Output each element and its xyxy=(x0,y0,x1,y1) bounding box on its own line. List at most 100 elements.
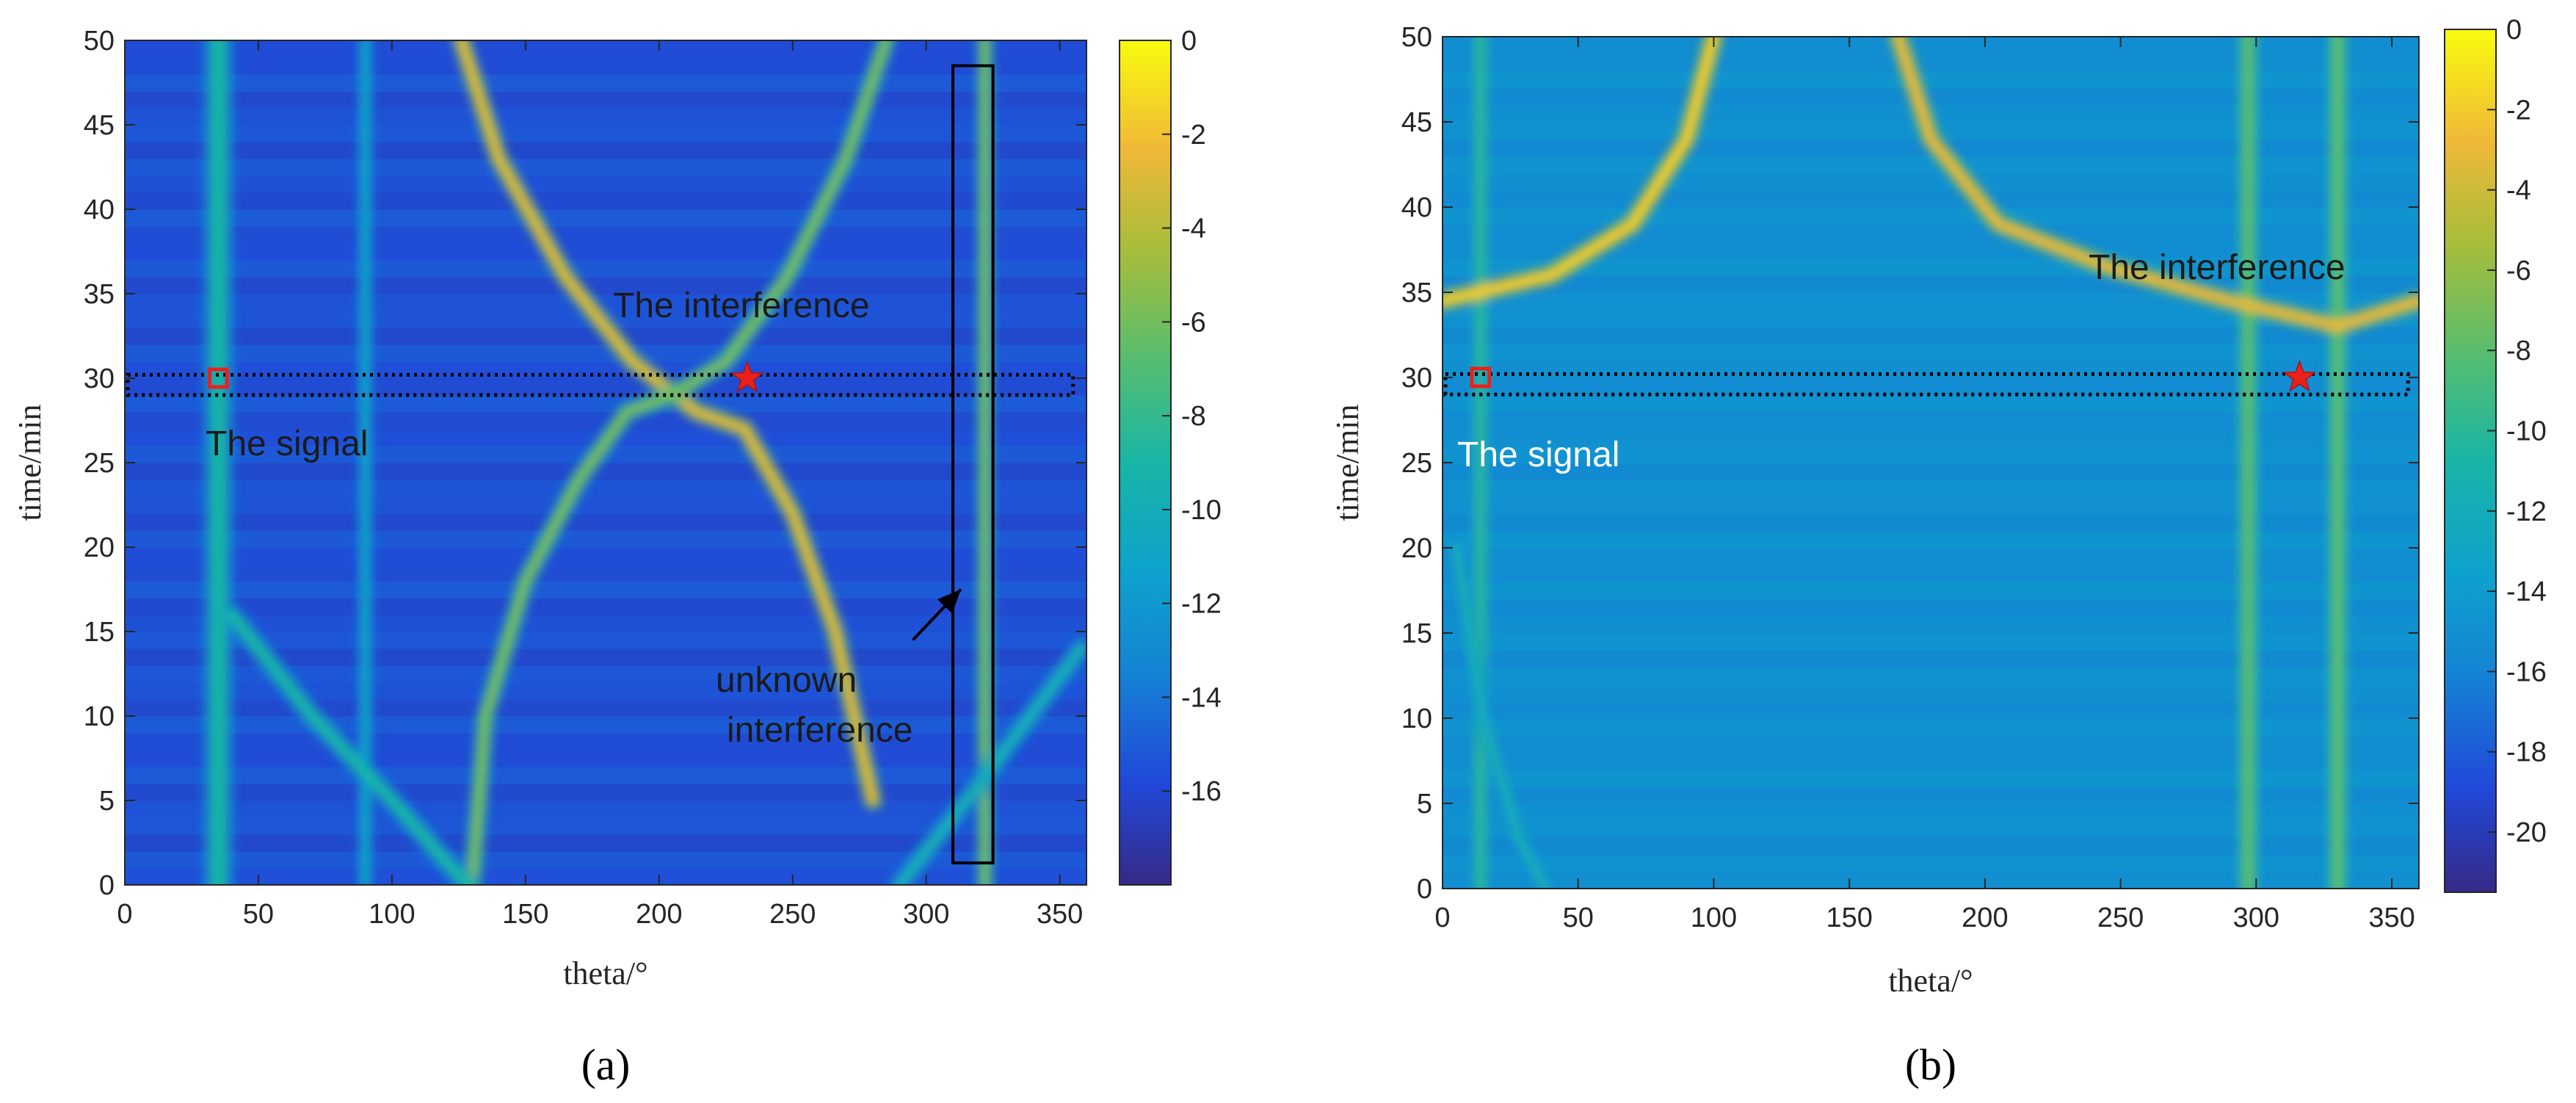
heatmap-band xyxy=(125,277,1086,294)
x-tick-label: 50 xyxy=(243,899,274,930)
heatmap-band xyxy=(125,817,1086,835)
colorbar-tick-label: -2 xyxy=(2506,95,2531,126)
x-tick-label: 300 xyxy=(903,899,949,930)
heatmap-band xyxy=(1443,615,2419,634)
heatmap-band xyxy=(1443,598,2419,617)
y-tick-label: 25 xyxy=(84,448,115,479)
heatmap-band xyxy=(1443,480,2419,498)
heatmap-feature xyxy=(1451,543,1550,889)
heatmap-a xyxy=(125,40,1086,885)
x-tick-label: 150 xyxy=(502,899,548,930)
y-tick-label: 35 xyxy=(1401,278,1432,308)
colorbar-b xyxy=(2444,29,2497,893)
interference-marker xyxy=(730,360,764,393)
selection-band xyxy=(126,372,1075,397)
heatmap-band xyxy=(1443,786,2419,804)
heatmap-band xyxy=(1443,156,2419,174)
y-tick-label: 30 xyxy=(84,364,115,394)
unknown-interference-box xyxy=(951,64,995,865)
panel-label-b: (b) xyxy=(1905,1041,1956,1089)
heatmap-band xyxy=(125,581,1086,598)
y-tick-label: 10 xyxy=(1401,704,1432,734)
x-tick-label: 50 xyxy=(1563,903,1594,933)
heatmap-band xyxy=(1443,582,2419,600)
heatmap-band xyxy=(125,480,1086,497)
heatmap-band xyxy=(125,40,1086,58)
heatmap-band xyxy=(125,615,1086,632)
heatmap-band xyxy=(125,378,1086,396)
heatmap-band xyxy=(1443,684,2419,702)
heatmap-band xyxy=(125,800,1086,818)
heatmap-band xyxy=(1443,718,2419,737)
heatmap-band xyxy=(125,750,1086,767)
x-tick-label: 100 xyxy=(1691,903,1737,933)
heatmap-band xyxy=(125,699,1086,717)
heatmap-band xyxy=(1443,565,2419,583)
colorbar-tick-label: -16 xyxy=(2506,657,2547,687)
y-tick-label: 50 xyxy=(1401,22,1432,53)
y-tick-label: 50 xyxy=(84,26,115,57)
heatmap-band xyxy=(125,767,1086,784)
heatmap-band xyxy=(1443,667,2419,685)
heatmap-band xyxy=(125,547,1086,565)
heatmap-band xyxy=(125,344,1086,362)
colorbar-tick-label: -14 xyxy=(1181,682,1222,713)
heatmap-band xyxy=(125,209,1086,227)
heatmap-band xyxy=(1443,650,2419,668)
colorbar-tick-label: 0 xyxy=(2506,15,2522,46)
y-tick-label: 10 xyxy=(84,701,115,732)
heatmap-band xyxy=(125,496,1086,514)
y-tick-label: 25 xyxy=(1401,448,1432,479)
heatmap-band xyxy=(125,226,1086,244)
xlabel-a: theta/° xyxy=(563,955,647,991)
ylabel-b: time/min xyxy=(1329,405,1365,521)
y-tick-label: 20 xyxy=(1401,533,1432,564)
heatmap-band xyxy=(125,57,1086,75)
colorbar-tick-label: -4 xyxy=(1181,214,1206,245)
heatmap-band xyxy=(1443,837,2419,856)
heatmap-band xyxy=(125,142,1086,159)
heatmap-band xyxy=(1443,735,2419,753)
heatmap-band xyxy=(125,530,1086,548)
heatmap-band xyxy=(1443,37,2419,55)
heatmap-band xyxy=(125,564,1086,582)
heatmap-feature xyxy=(225,609,473,885)
heatmap-band xyxy=(125,648,1086,666)
heatmap-band xyxy=(1443,189,2419,208)
y-tick-label: 15 xyxy=(1401,618,1432,649)
heatmap-band xyxy=(125,733,1086,751)
heatmap-feature xyxy=(893,643,1086,885)
heatmap-band xyxy=(125,260,1086,278)
heatmap-band xyxy=(125,91,1086,109)
heatmap-band xyxy=(125,868,1086,885)
x-tick-label: 350 xyxy=(1037,899,1083,930)
x-tick-label: 200 xyxy=(1962,903,2008,933)
panel-a: 0 50 100 150 200 250 300 350 0 5 10 15 20 25 30 35 40 45 5… xyxy=(12,26,1222,1089)
heatmap-band xyxy=(1443,70,2419,89)
heatmap-band xyxy=(125,74,1086,92)
heatmap-band xyxy=(1443,871,2419,889)
heatmap-band xyxy=(125,716,1086,734)
heatmap-band xyxy=(1443,87,2419,106)
heatmap-band xyxy=(1443,377,2419,396)
heatmap-band xyxy=(125,176,1086,193)
x-tick-label: 0 xyxy=(117,899,132,930)
xlabel-b: theta/° xyxy=(1888,963,1973,999)
heatmap-band xyxy=(125,632,1086,649)
heatmap-band xyxy=(125,851,1086,869)
y-tick-label: 20 xyxy=(84,532,115,563)
y-tick-label: 0 xyxy=(99,870,115,901)
heatmap-band xyxy=(125,784,1086,801)
heatmap-band xyxy=(125,598,1086,615)
panel-label-a: (a) xyxy=(581,1041,631,1089)
colorbar-tick-label: -8 xyxy=(2506,336,2531,366)
heatmap-band xyxy=(125,159,1086,176)
y-tick-label: 5 xyxy=(99,786,115,817)
heatmap-band xyxy=(1443,411,2419,430)
heatmap-band xyxy=(1443,803,2419,822)
y-tick-label: 40 xyxy=(1401,192,1432,223)
heatmap-band xyxy=(125,513,1086,531)
unknown-label-line1-a: unknown xyxy=(716,661,857,700)
heatmap-band xyxy=(1443,173,2419,191)
heatmap-band xyxy=(125,243,1086,261)
